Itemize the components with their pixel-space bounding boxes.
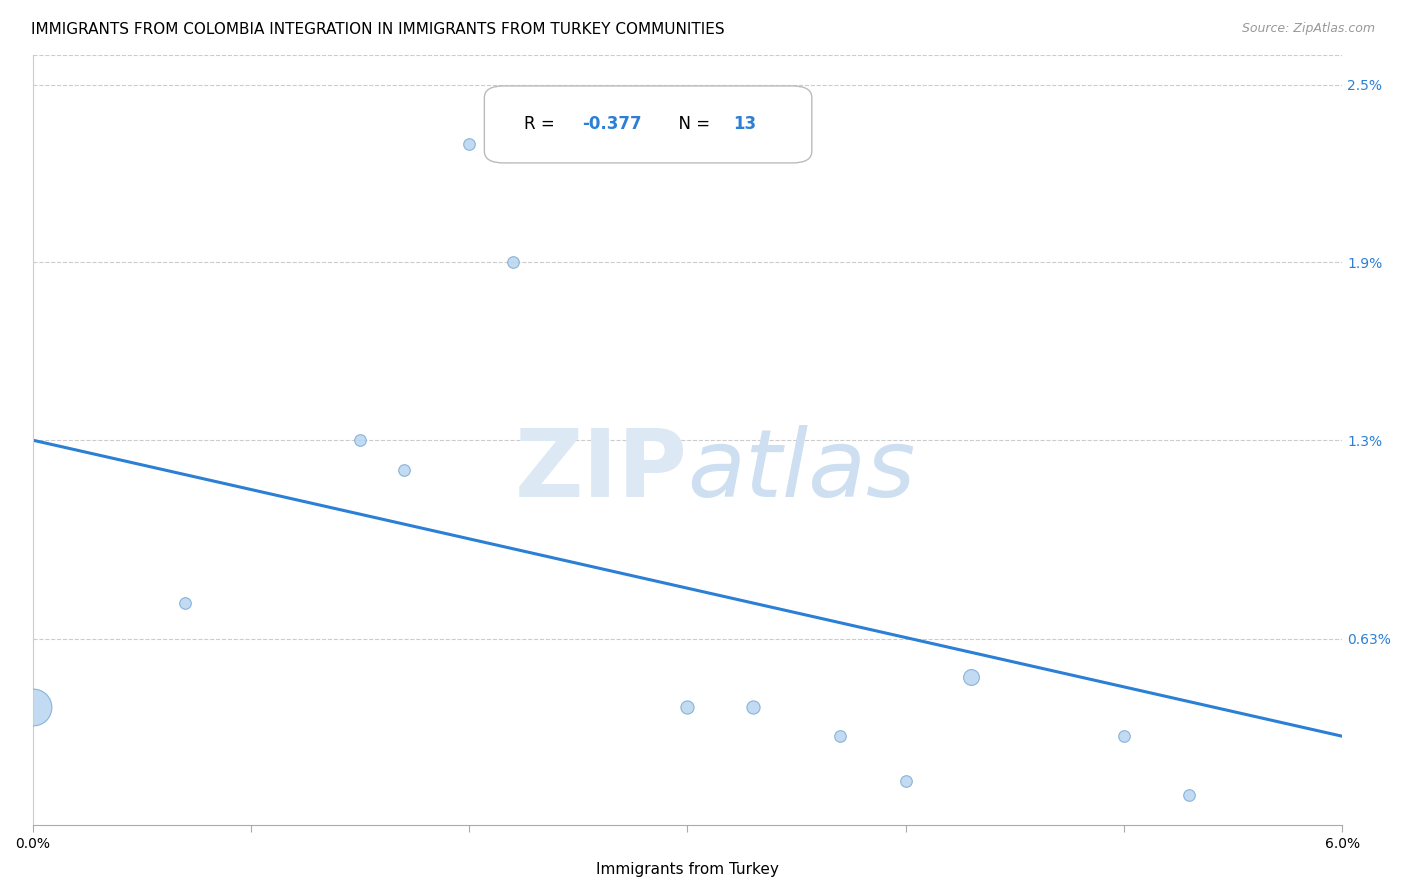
Point — [830, 729, 852, 743]
Point — [1178, 789, 1201, 803]
Text: -0.377: -0.377 — [582, 115, 643, 134]
Point — [174, 596, 197, 610]
Point — [502, 255, 524, 269]
FancyBboxPatch shape — [485, 86, 811, 163]
Text: 13: 13 — [733, 115, 756, 134]
Text: IMMIGRANTS FROM COLOMBIA INTEGRATION IN IMMIGRANTS FROM TURKEY COMMUNITIES: IMMIGRANTS FROM COLOMBIA INTEGRATION IN … — [31, 22, 724, 37]
Point — [894, 773, 917, 788]
Text: atlas: atlas — [688, 425, 915, 516]
Point — [1112, 729, 1135, 743]
Point — [676, 699, 699, 714]
Point — [21, 699, 44, 714]
Text: R =: R = — [523, 115, 560, 134]
Point — [960, 670, 983, 684]
Point — [349, 433, 371, 447]
Text: Source: ZipAtlas.com: Source: ZipAtlas.com — [1241, 22, 1375, 36]
X-axis label: Immigrants from Turkey: Immigrants from Turkey — [596, 862, 779, 877]
Point — [392, 463, 415, 477]
Text: ZIP: ZIP — [515, 425, 688, 516]
Point — [458, 136, 481, 151]
Point — [741, 699, 763, 714]
Text: N =: N = — [668, 115, 716, 134]
